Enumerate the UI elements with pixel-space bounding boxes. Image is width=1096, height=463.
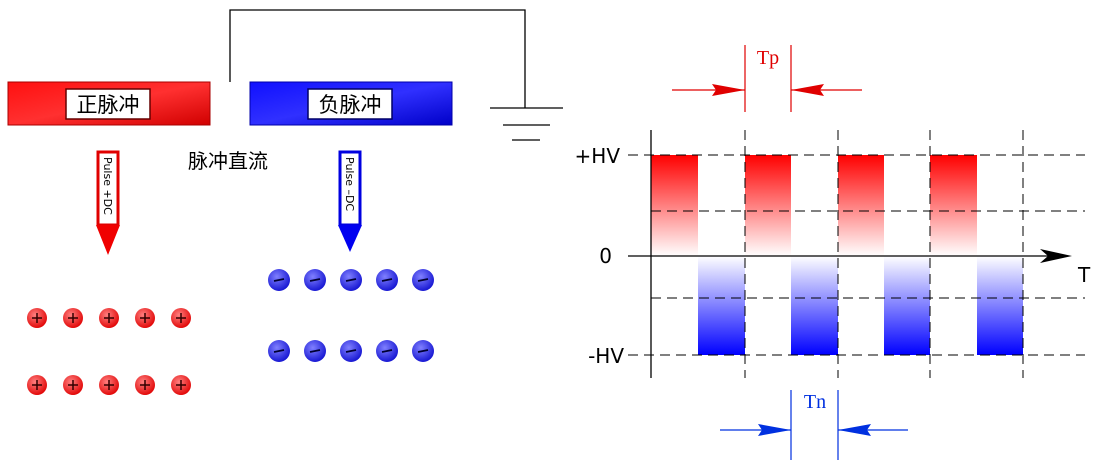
positive-probe-label: Pulse +DC: [101, 157, 114, 215]
x-label: T: [1077, 263, 1091, 287]
positive-pulses: [651, 155, 977, 256]
axis-arrow: [1040, 249, 1072, 263]
probe-tip: [338, 225, 362, 252]
negative-pulses: [698, 256, 1023, 355]
y-label: +HV: [575, 144, 621, 168]
y-label: -HV: [588, 344, 624, 368]
tp-marker: [672, 45, 862, 112]
ground: [490, 107, 563, 141]
negative-probe-label: Pulse –DC: [343, 157, 356, 211]
label-box: [65, 88, 151, 120]
tn-marker: [720, 390, 908, 460]
tn-label: Tn: [804, 391, 826, 413]
wire: [229, 9, 526, 108]
caption: 脉冲直流: [188, 149, 268, 173]
probe-tip: [96, 225, 120, 255]
tp-label: Tp: [757, 47, 779, 69]
axes: [628, 130, 1050, 378]
positive-bar-label: 正脉冲: [77, 93, 140, 117]
negative-bar-label: 负脉冲: [319, 93, 382, 117]
grid: [628, 130, 1085, 378]
y-label: 0: [599, 244, 612, 268]
label-box: [307, 88, 393, 120]
negative-ions: [267, 268, 435, 363]
positive-ions: [26, 307, 192, 396]
